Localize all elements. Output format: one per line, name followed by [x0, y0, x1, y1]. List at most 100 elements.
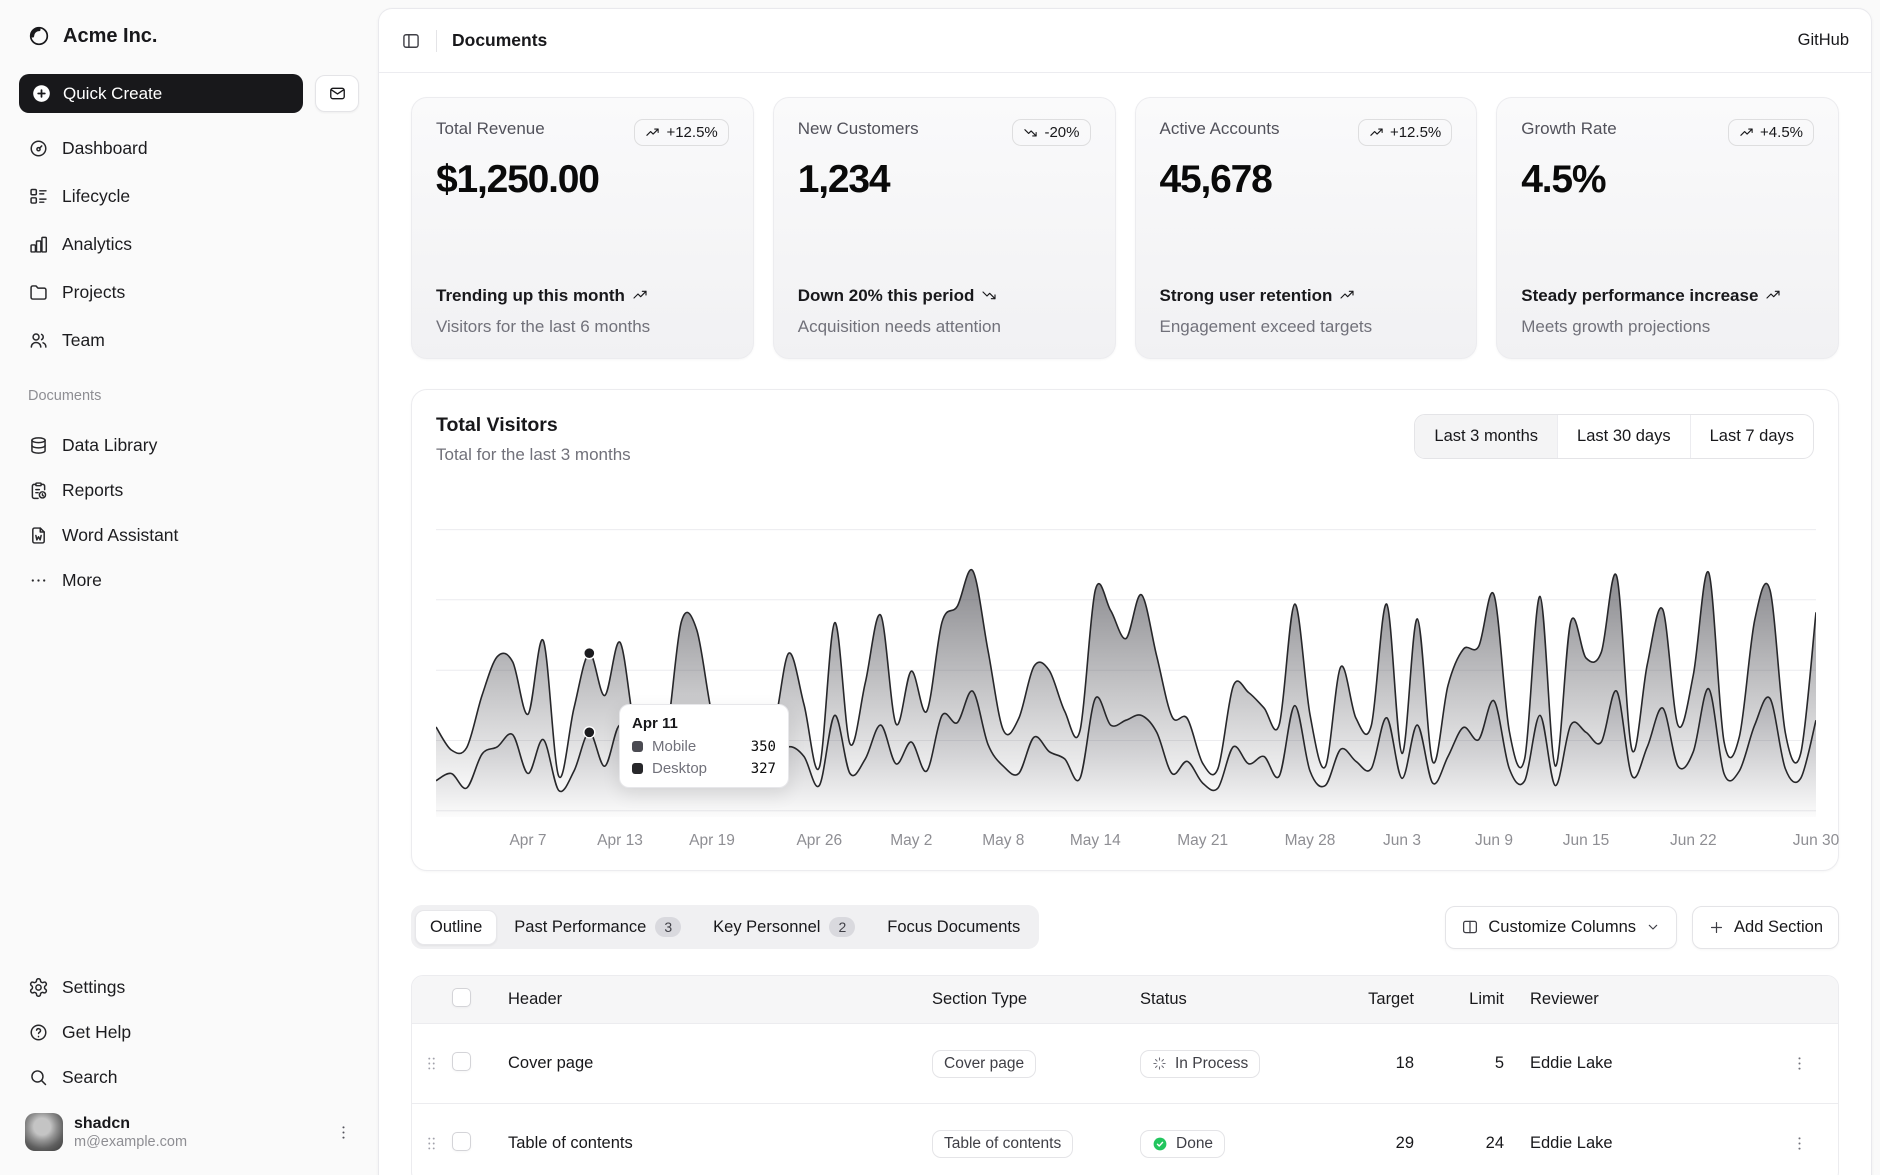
sidebar: Acme Inc. Quick Create Dashboard Lifecycl…: [0, 0, 378, 1175]
trending-up-icon: [1765, 287, 1781, 303]
sidebar-item-team[interactable]: Team: [19, 321, 359, 360]
database-icon: [28, 435, 49, 456]
sidebar-toggle-icon[interactable]: [401, 31, 421, 51]
tooltip-date: Apr 11: [632, 715, 776, 732]
sidebar-item-dashboard[interactable]: Dashboard: [19, 129, 359, 168]
tooltip-series-value: 327: [751, 761, 776, 777]
users-icon: [28, 330, 49, 351]
chart-x-axis: Apr 7Apr 13Apr 19Apr 26May 2May 8May 14M…: [436, 832, 1814, 856]
sidebar-item-analytics[interactable]: Analytics: [19, 225, 359, 264]
sidebar-footer-nav: Settings Get Help Search: [19, 968, 359, 1097]
tooltip-series-label: Mobile: [652, 738, 696, 755]
x-axis-tick: Apr 7: [509, 832, 546, 850]
range-tab-last-3-months[interactable]: Last 3 months: [1415, 415, 1557, 458]
brand[interactable]: Acme Inc.: [19, 18, 359, 54]
stat-card-value: $1,250.00: [436, 158, 729, 202]
x-axis-tick: Jun 3: [1383, 832, 1421, 850]
row-checkbox[interactable]: [452, 1052, 471, 1071]
trending-up-icon: [632, 287, 648, 303]
plus-icon: [1708, 919, 1725, 936]
reviewer-cell[interactable]: Eddie Lake: [1530, 1054, 1770, 1073]
circle-plus-icon: [31, 83, 52, 104]
sidebar-item-projects[interactable]: Projects: [19, 273, 359, 312]
stat-card-subtext: Meets growth projections: [1521, 317, 1814, 337]
target-cell[interactable]: 18: [1330, 1054, 1440, 1073]
customize-columns-label: Customize Columns: [1488, 918, 1636, 937]
row-header-cell[interactable]: Table of contents: [508, 1134, 932, 1153]
column-header: Header: [508, 990, 932, 1009]
sidebar-item-settings[interactable]: Settings: [19, 968, 359, 1007]
trending-up-icon: [645, 125, 660, 140]
limit-cell[interactable]: 24: [1440, 1134, 1530, 1153]
report-icon: [28, 480, 49, 501]
stat-card-subtext: Acquisition needs attention: [798, 317, 1091, 337]
user-email: m@example.com: [74, 1134, 187, 1150]
x-axis-tick: Jun 9: [1475, 832, 1513, 850]
status-badge: Done: [1140, 1130, 1225, 1158]
sidebar-item-data-library[interactable]: Data Library: [19, 426, 359, 465]
limit-cell[interactable]: 5: [1440, 1054, 1530, 1073]
sidebar-item-search[interactable]: Search: [19, 1058, 359, 1097]
dashboard-icon: [28, 138, 49, 159]
chart-bar-icon: [28, 234, 49, 255]
inbox-button[interactable]: [315, 75, 359, 112]
add-section-label: Add Section: [1734, 918, 1823, 937]
sidebar-item-label: More: [62, 570, 102, 591]
range-tab-last-7-days[interactable]: Last 7 days: [1690, 415, 1813, 458]
x-axis-tick: May 8: [982, 832, 1024, 850]
quick-create-label: Quick Create: [63, 84, 162, 104]
column-header: Section Type: [932, 990, 1140, 1009]
select-all-checkbox[interactable]: [452, 988, 471, 1007]
drag-handle-icon[interactable]: [422, 1054, 452, 1073]
target-cell[interactable]: 29: [1330, 1134, 1440, 1153]
customize-columns-button[interactable]: Customize Columns: [1445, 906, 1677, 949]
tab-outline[interactable]: Outline: [415, 910, 497, 945]
trend-badge: +4.5%: [1728, 119, 1814, 146]
range-tab-last-30-days[interactable]: Last 30 days: [1557, 415, 1690, 458]
table-row[interactable]: Cover pageCover pageIn Process185Eddie L…: [412, 1023, 1838, 1103]
tooltip-series-value: 350: [751, 739, 776, 755]
main-panel: Documents GitHub Total Revenue+12.5%$1,2…: [378, 8, 1872, 1175]
stat-card-value: 1,234: [798, 158, 1091, 202]
x-axis-tick: May 21: [1177, 832, 1228, 850]
row-menu-icon[interactable]: [1790, 1134, 1809, 1153]
sidebar-item-more[interactable]: More: [19, 561, 359, 600]
desktop-series-swatch: [632, 763, 643, 774]
user-menu-row[interactable]: shadcn m@example.com: [19, 1105, 359, 1159]
tab-past-performance[interactable]: Past Performance3: [499, 909, 696, 945]
stat-card-value: 4.5%: [1521, 158, 1814, 202]
chart-tooltip: Apr 11 Mobile 350 Desktop 327: [619, 704, 789, 788]
sidebar-item-reports[interactable]: Reports: [19, 471, 359, 510]
quick-create-button[interactable]: Quick Create: [19, 74, 303, 113]
section-type-badge: Cover page: [932, 1050, 1036, 1078]
x-axis-tick: Jun 30: [1793, 832, 1840, 850]
row-menu-icon[interactable]: [1790, 1054, 1809, 1073]
stat-card-value: 45,678: [1160, 158, 1453, 202]
brand-name: Acme Inc.: [63, 25, 157, 48]
drag-handle-icon[interactable]: [422, 1134, 452, 1153]
sidebar-item-get-help[interactable]: Get Help: [19, 1013, 359, 1052]
header-divider: [436, 30, 437, 52]
add-section-button[interactable]: Add Section: [1692, 906, 1839, 949]
sidebar-item-label: Analytics: [62, 234, 132, 255]
trend-badge: +12.5%: [634, 119, 728, 146]
tab-key-personnel[interactable]: Key Personnel2: [698, 909, 870, 945]
page-header: Documents GitHub: [379, 9, 1871, 73]
stat-card-footnote: Strong user retention: [1160, 285, 1453, 308]
dots-icon: [28, 570, 49, 591]
row-checkbox[interactable]: [452, 1132, 471, 1151]
sidebar-item-label: Projects: [62, 282, 125, 303]
sidebar-item-word-assistant[interactable]: Word Assistant: [19, 516, 359, 555]
chevron-down-icon: [1645, 919, 1661, 935]
user-options-icon[interactable]: [334, 1123, 353, 1142]
sidebar-item-lifecycle[interactable]: Lifecycle: [19, 177, 359, 216]
chart-plot-area[interactable]: Apr 7Apr 13Apr 19Apr 26May 2May 8May 14M…: [436, 517, 1814, 856]
trend-badge: -20%: [1012, 119, 1090, 146]
github-link[interactable]: GitHub: [1798, 31, 1849, 50]
table-row[interactable]: Table of contentsTable of contentsDone29…: [412, 1103, 1838, 1175]
sidebar-nav: Dashboard Lifecycle Analytics Projects Team: [19, 129, 359, 360]
row-header-cell[interactable]: Cover page: [508, 1054, 932, 1073]
reviewer-cell[interactable]: Eddie Lake: [1530, 1134, 1770, 1153]
tab-focus-documents[interactable]: Focus Documents: [872, 910, 1035, 945]
chart-subtitle: Total for the last 3 months: [436, 445, 631, 465]
